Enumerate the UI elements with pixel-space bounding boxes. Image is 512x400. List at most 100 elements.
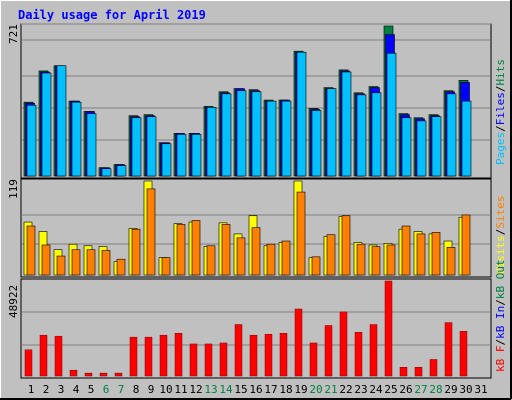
bar-sites-day-10 (161, 257, 171, 276)
x-label-day-18: 18 (279, 383, 292, 396)
bar-kbf-day-25 (384, 280, 393, 377)
bar-pages-day-22 (341, 71, 352, 177)
bar-pages-day-27 (416, 120, 427, 177)
x-label-day-12: 12 (189, 383, 202, 396)
bar-kbf-day-5 (84, 372, 93, 377)
bar-pages-day-2 (41, 72, 52, 177)
bar-sites-day-26 (401, 225, 411, 276)
bar-sites-day-15 (236, 237, 246, 276)
x-label-day-10: 10 (159, 383, 172, 396)
bar-pages-day-10 (161, 143, 172, 177)
bar-kbf-day-3 (54, 335, 63, 377)
bar-kbf-day-8 (129, 336, 138, 377)
bar-kbf-day-7 (114, 372, 123, 377)
bar-pages-day-12 (191, 134, 202, 177)
bar-pages-day-1 (26, 104, 37, 177)
x-label-day-11: 11 (174, 383, 187, 396)
x-label-day-1: 1 (28, 383, 35, 396)
bar-kbf-day-23 (354, 332, 363, 377)
x-label-day-14: 14 (219, 383, 233, 396)
legend-item-2-3: / (494, 299, 507, 306)
x-label-day-8: 8 (133, 383, 140, 396)
bar-kbf-day-24 (369, 324, 378, 377)
bar-kbf-day-12 (189, 343, 198, 377)
bar-kbf-day-17 (264, 333, 273, 377)
bar-sites-day-16 (251, 227, 261, 276)
bar-kbf-day-11 (174, 333, 183, 377)
hits-legend: Pages/Files/Hits (494, 59, 507, 165)
x-label-day-30: 30 (459, 383, 472, 396)
legend-item-2-4: kB Out (494, 259, 507, 299)
bar-kbf-day-27 (414, 367, 423, 377)
bar-sites-day-18 (281, 240, 291, 276)
bar-pages-day-8 (131, 117, 142, 177)
bar-pages-day-3 (56, 65, 67, 177)
x-label-day-6: 6 (103, 383, 110, 396)
bar-pages-day-29 (446, 93, 457, 177)
x-label-day-27: 27 (414, 383, 427, 396)
bar-sites-day-24 (371, 246, 381, 276)
legend-item-0-4: Hits (494, 59, 507, 86)
bar-sites-day-27 (416, 233, 426, 276)
bar-pages-day-13 (206, 107, 217, 177)
x-label-day-29: 29 (444, 383, 457, 396)
x-label-day-9: 9 (148, 383, 155, 396)
bar-sites-day-1 (26, 225, 36, 276)
bar-sites-day-4 (71, 249, 81, 276)
bar-sites-day-9 (146, 188, 156, 276)
x-label-day-3: 3 (58, 383, 65, 396)
bar-kbf-day-26 (399, 367, 408, 377)
bar-pages-day-26 (401, 117, 412, 177)
x-label-day-17: 17 (264, 383, 277, 396)
bar-pages-day-21 (326, 88, 337, 177)
bar-pages-day-20 (311, 110, 322, 177)
bar-kbf-day-9 (144, 336, 153, 377)
legend-item-2-2: kB In (494, 306, 507, 339)
bar-sites-day-8 (131, 228, 141, 276)
bar-sites-day-11 (176, 224, 186, 276)
bar-pages-day-11 (176, 134, 187, 177)
visits-max-label: 119 (7, 179, 20, 199)
x-label-day-23: 23 (354, 383, 367, 396)
bar-pages-day-16 (251, 91, 262, 177)
legend-item-1-0: Visits (494, 235, 507, 275)
bar-sites-day-21 (326, 234, 336, 276)
legend-item-0-1: / (494, 125, 507, 132)
bars-layer (23, 25, 472, 377)
bar-pages-day-18 (281, 100, 292, 177)
x-label-day-25: 25 (384, 383, 397, 396)
bar-kbf-day-21 (324, 325, 333, 377)
x-label-day-7: 7 (118, 383, 125, 396)
x-label-day-2: 2 (43, 383, 50, 396)
bar-pages-day-19 (296, 51, 307, 177)
bar-sites-day-12 (191, 220, 201, 276)
bar-pages-day-4 (71, 101, 82, 177)
bar-sites-day-30 (461, 214, 471, 276)
x-label-day-15: 15 (234, 383, 247, 396)
kbytes-legend: kB F/kB In/kB Out (494, 259, 507, 372)
x-label-day-22: 22 (339, 383, 352, 396)
hits-max-label: 721 (7, 24, 20, 44)
chart-title: Daily usage for April 2019 (18, 8, 206, 22)
x-label-day-5: 5 (88, 383, 95, 396)
visits-legend: Visits/Sites (494, 196, 507, 276)
legend-item-0-3: / (494, 86, 507, 93)
x-label-day-31: 31 (474, 383, 487, 396)
bar-sites-day-5 (86, 249, 96, 276)
bar-pages-day-5 (86, 113, 97, 177)
bar-kbf-day-1 (24, 349, 33, 377)
legend-item-2-0: kB F (494, 346, 507, 373)
bar-pages-day-23 (356, 94, 367, 177)
bar-sites-day-29 (446, 247, 456, 276)
bar-kbf-day-2 (39, 334, 48, 377)
x-label-day-24: 24 (369, 383, 383, 396)
kbytes-max-label: 48922 (7, 285, 20, 318)
bar-sites-day-3 (56, 255, 66, 276)
x-label-day-20: 20 (309, 383, 322, 396)
bar-sites-day-14 (221, 224, 231, 276)
bar-kbf-day-18 (279, 333, 288, 377)
x-label-day-26: 26 (399, 383, 412, 396)
bar-pages-day-28 (431, 116, 442, 177)
bar-sites-day-20 (311, 256, 321, 276)
